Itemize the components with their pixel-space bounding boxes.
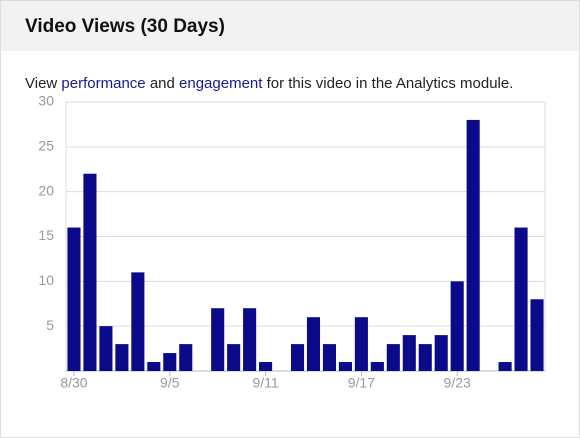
link[interactable]: engagement <box>179 75 263 92</box>
bar <box>259 362 273 371</box>
bar <box>354 317 368 371</box>
bar <box>514 227 528 371</box>
bar <box>131 272 145 371</box>
header-title: Video Views (30 Days) <box>25 16 225 37</box>
bar <box>418 344 432 371</box>
bar <box>115 344 129 371</box>
y-tick-label: 10 <box>38 272 54 288</box>
x-tick-label: 9/23 <box>444 375 471 391</box>
bar <box>67 227 81 371</box>
bar <box>163 353 177 371</box>
bar <box>370 362 384 371</box>
bar <box>322 344 336 371</box>
bar <box>243 308 257 371</box>
bar <box>211 308 225 371</box>
bar <box>147 362 161 371</box>
y-tick-label: 30 <box>38 93 54 109</box>
bar <box>338 362 352 371</box>
header: Video Views (30 Days) <box>1 1 579 51</box>
text: for this video in the Analytics module. <box>266 75 514 92</box>
bar <box>434 335 448 371</box>
bar <box>306 317 321 371</box>
bar <box>386 344 400 371</box>
bar <box>498 362 512 371</box>
y-tick-label: 25 <box>38 138 54 154</box>
y-tick-label: 5 <box>46 317 54 333</box>
link[interactable]: performance <box>61 75 146 92</box>
bar <box>450 281 464 371</box>
y-tick-label: 15 <box>38 227 54 243</box>
description: View performance and engagement for this… <box>25 75 513 92</box>
x-tick-label: 9/11 <box>252 375 278 391</box>
bar <box>227 344 241 371</box>
bar <box>179 344 193 371</box>
x-tick-label: 9/5 <box>160 375 180 391</box>
text: and <box>149 75 175 92</box>
bar <box>466 119 480 371</box>
y-tick-label: 20 <box>38 182 54 198</box>
bar <box>83 173 97 371</box>
bar <box>530 299 544 371</box>
text: View <box>25 75 58 92</box>
bar <box>402 335 416 371</box>
x-tick-label: 9/17 <box>348 375 375 391</box>
x-tick-label: 8/30 <box>60 375 87 391</box>
bar <box>290 344 305 371</box>
bar <box>99 326 113 371</box>
